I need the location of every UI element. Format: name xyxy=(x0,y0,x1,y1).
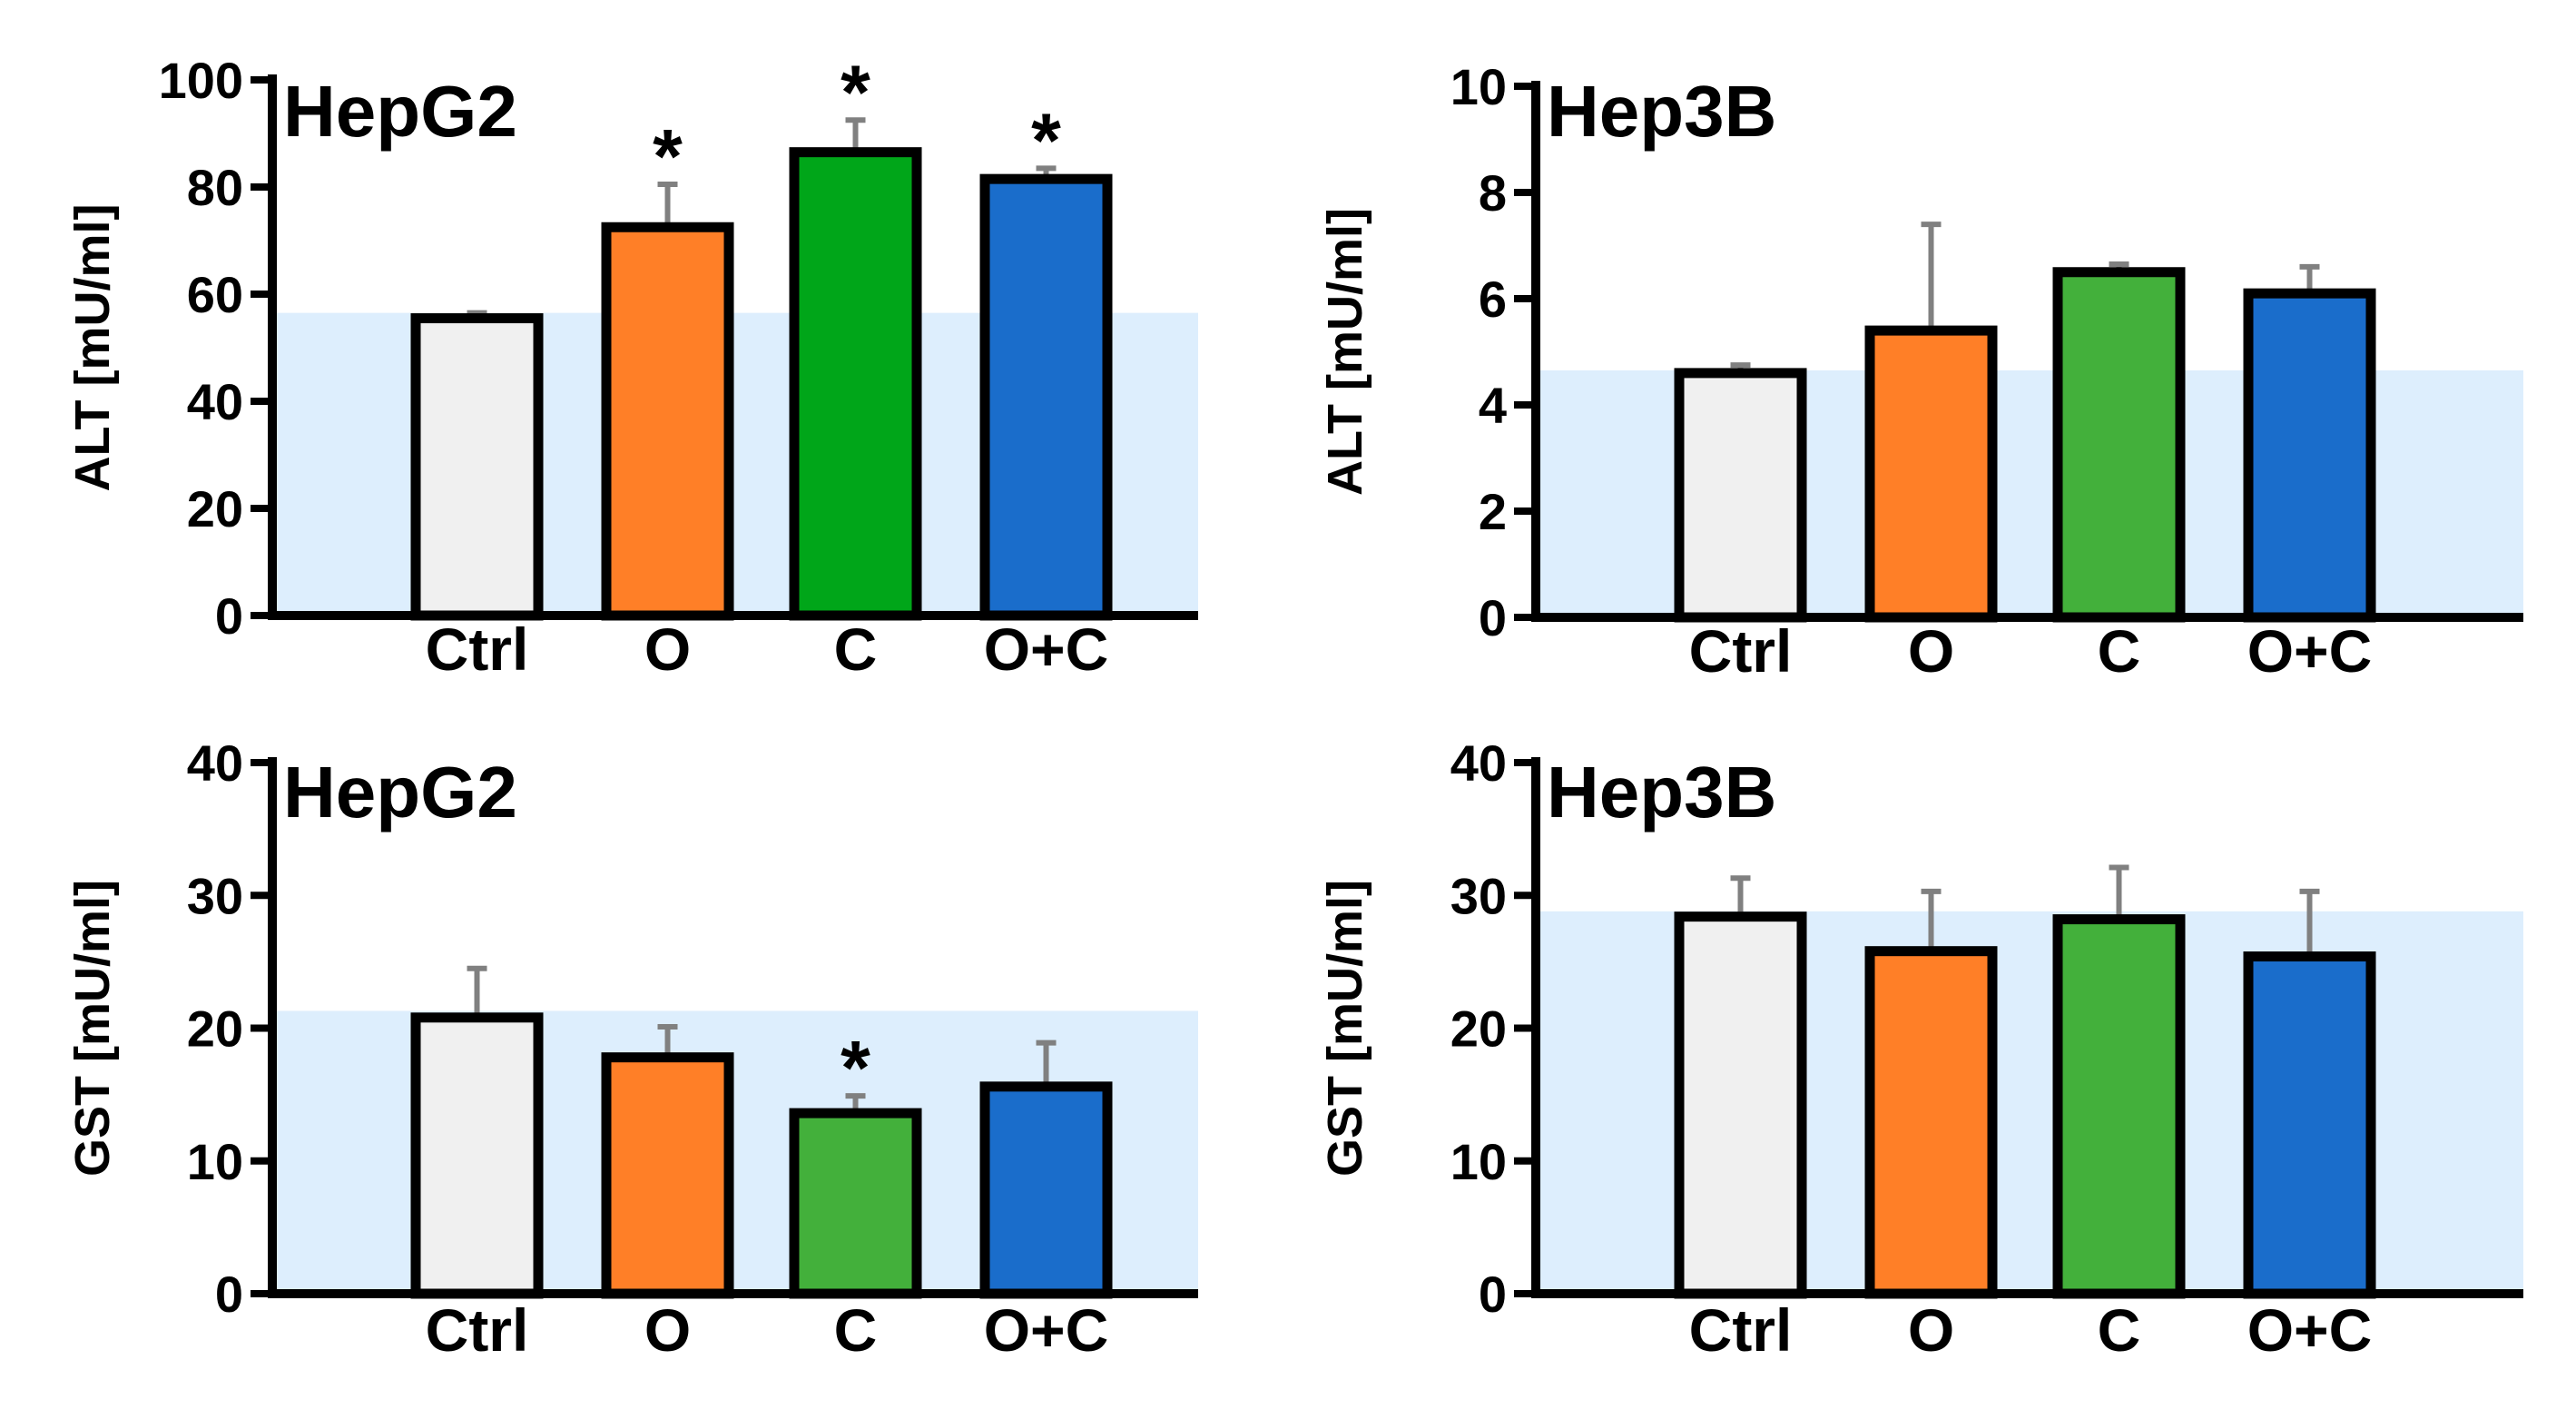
x-tick-label: O+C xyxy=(984,616,1109,683)
bar-c xyxy=(789,147,922,621)
bar-ctrl xyxy=(1674,368,1807,623)
bar-c xyxy=(2052,267,2186,623)
y-tick-label: 0 xyxy=(1479,1266,1507,1323)
y-axis-label: ALT [mU/ml] xyxy=(65,204,120,492)
y-tick-label: 40 xyxy=(187,373,243,430)
x-tick-label: C xyxy=(2098,617,2141,685)
x-tick-label: Ctrl xyxy=(426,1296,529,1364)
x-tick-label: O xyxy=(1908,1296,1954,1364)
x-tick-label: O xyxy=(644,616,691,683)
x-tick-label: C xyxy=(834,1296,878,1364)
y-tick-label: 2 xyxy=(1479,483,1507,540)
significance-star: * xyxy=(653,113,683,199)
y-tick-label: 30 xyxy=(1450,867,1507,924)
x-tick-label: Ctrl xyxy=(1689,617,1793,685)
x-tick-label: Ctrl xyxy=(1689,1296,1793,1364)
bar-o xyxy=(1864,325,1998,623)
x-tick-label: O+C xyxy=(984,1296,1109,1364)
y-axis-label: GST [mU/ml] xyxy=(65,880,120,1177)
y-tick-label: 0 xyxy=(215,587,243,645)
chart-title: Hep3B xyxy=(1547,71,1776,152)
bar-o-plus-c xyxy=(2243,951,2376,1299)
y-tick-label: 8 xyxy=(1479,164,1507,222)
x-tick-label: Ctrl xyxy=(426,616,529,683)
y-tick-label: 10 xyxy=(1450,58,1507,115)
y-tick-label: 80 xyxy=(187,159,243,216)
y-tick-label: 30 xyxy=(187,867,243,924)
chart-panel-2: Ctrl O C O+C 0 2 4 6 8 10 ALT [mU/ml] Hep3B xyxy=(1318,58,2523,685)
significance-star: * xyxy=(841,49,870,134)
y-tick-label: 60 xyxy=(187,266,243,323)
chart-title: Hep3B xyxy=(1547,752,1776,833)
chart-panel-1: Ctrl * O * C * O+C 0 20 40 60 80 100 ALT [mU/ml] HepG2 xyxy=(65,49,1198,683)
y-tick-label: 10 xyxy=(187,1133,243,1190)
bar-c xyxy=(2052,914,2186,1299)
bar-c xyxy=(789,1108,922,1299)
x-tick-label: O xyxy=(644,1296,691,1364)
y-tick-label: 100 xyxy=(159,52,243,109)
bar-o xyxy=(601,222,734,621)
y-tick-label: 20 xyxy=(1450,1000,1507,1058)
bar-ctrl xyxy=(410,1012,544,1299)
y-tick-label: 20 xyxy=(187,1000,243,1058)
significance-star: * xyxy=(841,1025,870,1110)
chart-title: HepG2 xyxy=(283,752,517,833)
x-tick-label: O+C xyxy=(2247,617,2373,685)
y-axis-label: ALT [mU/ml] xyxy=(1318,208,1372,496)
x-tick-label: C xyxy=(2098,1296,2141,1364)
bar-ctrl xyxy=(1674,911,1807,1299)
bar-o-plus-c xyxy=(979,1081,1113,1299)
chart-panel-3: Ctrl O * C O+C 0 10 20 30 40 GST [mU/ml] HepG2 xyxy=(65,734,1198,1364)
y-axis-label: GST [mU/ml] xyxy=(1318,880,1372,1177)
chart-title: HepG2 xyxy=(283,71,517,152)
bar-o-plus-c xyxy=(2243,288,2376,623)
y-tick-label: 6 xyxy=(1479,271,1507,328)
bar-ctrl xyxy=(410,313,544,621)
x-tick-label: O xyxy=(1908,617,1954,685)
bar-o xyxy=(1864,946,1998,1299)
bar-o xyxy=(601,1052,734,1299)
y-tick-label: 20 xyxy=(187,480,243,537)
y-tick-label: 0 xyxy=(215,1266,243,1323)
y-tick-label: 40 xyxy=(187,734,243,792)
bar-o-plus-c xyxy=(979,173,1113,621)
significance-star: * xyxy=(1031,97,1061,182)
chart-panel-4: Ctrl O C O+C 0 10 20 30 40 GST [mU/ml] Hep3B xyxy=(1318,734,2523,1364)
y-tick-label: 40 xyxy=(1450,734,1507,792)
y-tick-label: 4 xyxy=(1479,377,1507,434)
x-tick-label: O+C xyxy=(2247,1296,2373,1364)
x-tick-label: C xyxy=(834,616,878,683)
y-tick-label: 0 xyxy=(1479,589,1507,646)
y-tick-label: 10 xyxy=(1450,1133,1507,1190)
